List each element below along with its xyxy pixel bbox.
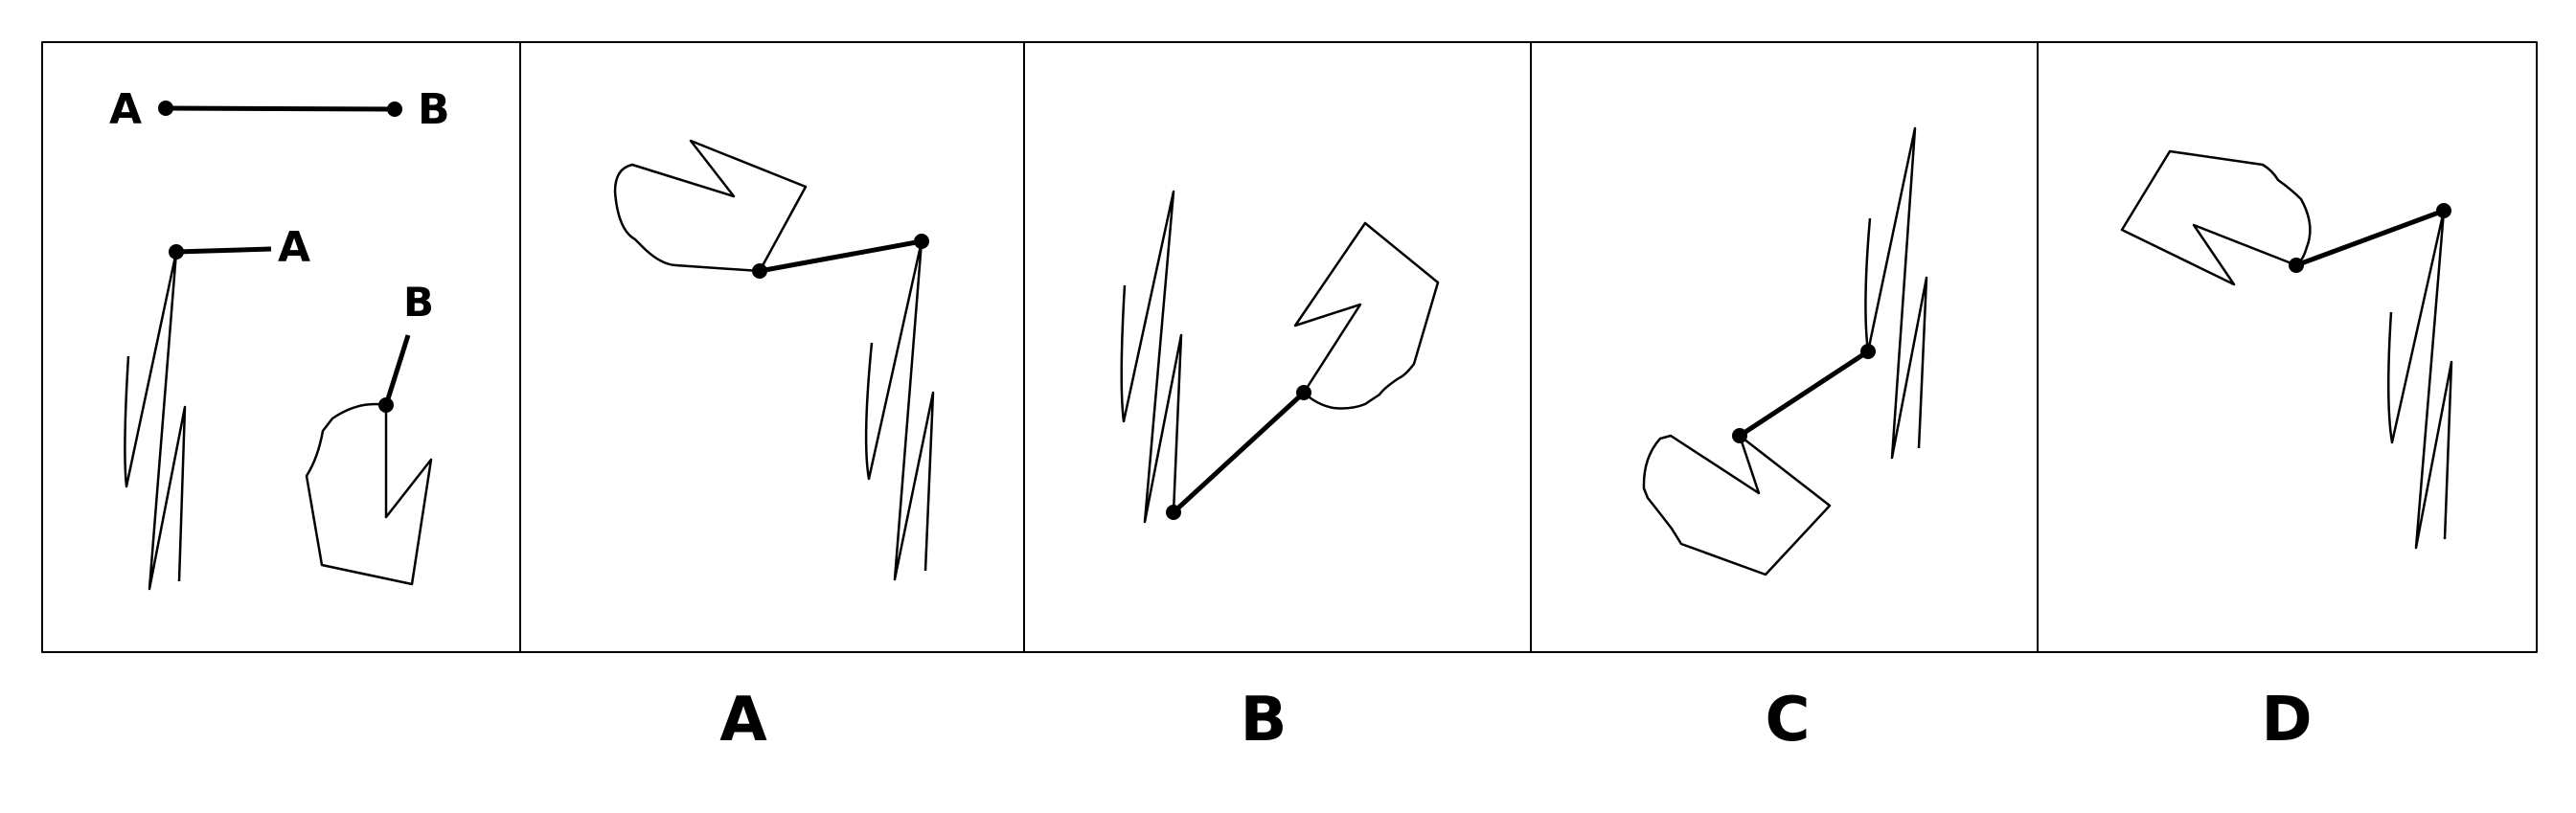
- option-a-point-a: [752, 263, 767, 279]
- option-c-figure: [1642, 126, 1928, 576]
- polygon-piece-label: B: [403, 279, 434, 326]
- option-panel-a[interactable]: [519, 41, 1025, 653]
- option-c-label[interactable]: C: [1765, 685, 1811, 756]
- option-b-segment: [1172, 391, 1306, 514]
- zigzag-piece-stub: [175, 246, 272, 255]
- option-c-segment: [1738, 349, 1870, 439]
- option-b-point-b: [1296, 385, 1311, 400]
- option-panel-b[interactable]: [1023, 41, 1532, 653]
- option-a-polygon: [613, 139, 808, 273]
- option-c-point-a: [1732, 428, 1747, 443]
- zigzag-piece-point: [169, 244, 184, 260]
- question-figure: A B A B: [109, 85, 450, 591]
- option-c-zigzag: [1864, 126, 1928, 460]
- reference-point-b: [387, 102, 402, 117]
- option-d-polygon: [2120, 149, 2312, 286]
- option-d-zigzag: [2387, 209, 2453, 550]
- option-c-polygon: [1642, 434, 1832, 576]
- reference-label-a: A: [109, 85, 142, 134]
- option-d-segment: [2295, 208, 2445, 268]
- reference-segment: [165, 105, 396, 112]
- option-d-point-a: [2289, 258, 2304, 273]
- zigzag-piece: [124, 250, 187, 591]
- option-panel-d[interactable]: [2037, 41, 2538, 653]
- option-a-point-b: [914, 234, 929, 249]
- option-b-polygon: [1293, 221, 1440, 410]
- option-b-point-a: [1166, 505, 1181, 520]
- option-b-zigzag: [1120, 190, 1183, 524]
- option-a-segment: [759, 238, 923, 274]
- option-a-figure: [613, 139, 935, 581]
- option-d-point-b: [2436, 203, 2451, 218]
- option-a-zigzag: [864, 239, 935, 581]
- option-d-label[interactable]: D: [2261, 685, 2313, 756]
- zigzag-piece-label: A: [278, 223, 310, 272]
- polygon-piece: [305, 402, 433, 586]
- option-a-label[interactable]: A: [719, 685, 767, 756]
- option-b-label[interactable]: B: [1240, 685, 1288, 756]
- option-panel-c[interactable]: [1530, 41, 2039, 653]
- option-d-figure: [2120, 149, 2453, 550]
- polygon-piece-stub: [383, 334, 411, 406]
- option-b-figure: [1120, 190, 1440, 524]
- option-c-point-b: [1860, 344, 1876, 359]
- reference-label-b: B: [418, 85, 450, 134]
- polygon-piece-point: [378, 397, 394, 413]
- reference-point-a: [158, 101, 173, 116]
